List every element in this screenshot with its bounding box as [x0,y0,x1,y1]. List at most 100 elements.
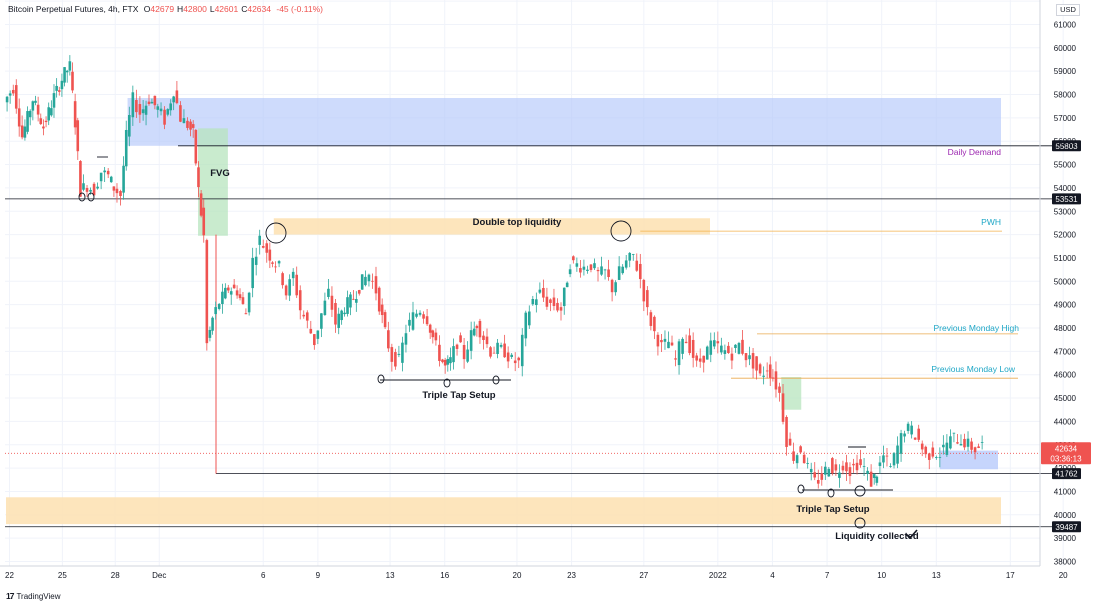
candle-body [79,161,82,197]
candle-body [475,325,479,329]
candle-body [169,103,173,111]
candle-body [221,291,224,305]
candle-body [677,341,681,366]
candle-body [309,328,313,334]
candle-body [642,279,646,302]
candle-body [859,459,862,466]
demand-zone-small [939,450,998,470]
checkmark-icon [905,529,918,540]
candle-body [99,172,103,182]
tradingview-logo[interactable]: 17 TradingView [6,590,61,602]
candle-body [42,126,45,129]
candle-body [762,375,765,377]
candle-body [660,339,663,343]
candle-body [57,90,61,92]
candle-body [572,256,575,261]
currency-button[interactable]: USD [1056,4,1080,16]
triple-tap-circle [443,378,451,388]
candle-body [422,314,425,319]
candle-body [313,334,316,346]
candle-body [214,307,217,315]
candle-body [841,465,845,471]
candle-body [913,437,917,440]
candle-body [809,468,813,473]
triple-tap-label-2: Triple Tap Setup [796,504,869,515]
candle-body [758,364,762,374]
candle-body [792,451,795,461]
candle-body [39,118,43,125]
candle-body [935,457,938,458]
candle-body [949,436,952,449]
candle-body [517,357,521,361]
y-tick-label: 46000 [1054,371,1077,380]
candle-body [131,92,135,118]
candle-body [852,463,855,466]
candle-body [364,276,367,286]
candle-body [705,346,709,360]
candle-body [768,364,772,378]
candle-body [899,433,903,454]
y-tick-label: 59000 [1054,67,1077,76]
candle-body [827,468,831,477]
candle-body [774,371,778,390]
candle-body [446,358,450,365]
candle-body [959,443,963,446]
candle-body [586,269,589,272]
candle-body [298,290,302,311]
candle-body [478,320,482,338]
candle-body [531,299,535,305]
candle-body [404,333,408,345]
candle-body [562,287,566,307]
candle-body [232,284,236,289]
candle-body [855,462,859,471]
candle-body [50,108,53,116]
candle-body [281,273,284,286]
candle-body [816,480,820,484]
candle-body [910,425,913,435]
candle-body [927,453,931,460]
candle-body [667,341,670,349]
candle-body [244,313,248,315]
candle-body [425,316,429,325]
candle-body [202,207,206,236]
candle-body [92,183,96,196]
candle-body [5,96,9,103]
candle-body [691,339,695,358]
candle-body [872,474,876,478]
level-price-label: 41762 [1055,470,1078,479]
candle-body [924,446,928,455]
candle-body [288,279,291,296]
tap-circle [87,192,95,202]
tradingview-logo-icon: 17 [6,591,15,601]
candle-body [11,89,15,94]
x-tick-label: 10 [877,571,886,580]
candle-body [802,454,806,464]
candle-body [889,466,892,467]
candle-body [862,466,866,467]
candle-body [628,252,632,261]
candle-body [337,313,341,328]
double-top-label: Double top liquidity [473,217,562,228]
candle-body [813,472,817,478]
candle-body [55,85,58,91]
candle-body [568,269,572,275]
candle-body [103,170,106,173]
candle-body [603,269,607,271]
candle-body [788,438,792,446]
candle-body [785,416,788,447]
double-top-circle-left [265,222,287,244]
candle-body [449,357,452,364]
candle-body [565,282,569,288]
candle-body [741,339,744,354]
candle-body [973,447,977,453]
candle-body [649,312,653,326]
candle-body [579,268,582,273]
candle-body [238,294,242,299]
level-price-tag [1052,468,1081,480]
candle-body [251,257,254,289]
candle-body [415,313,418,317]
y-tick-label: 51000 [1054,254,1077,263]
y-tick-label: 48000 [1054,324,1077,333]
